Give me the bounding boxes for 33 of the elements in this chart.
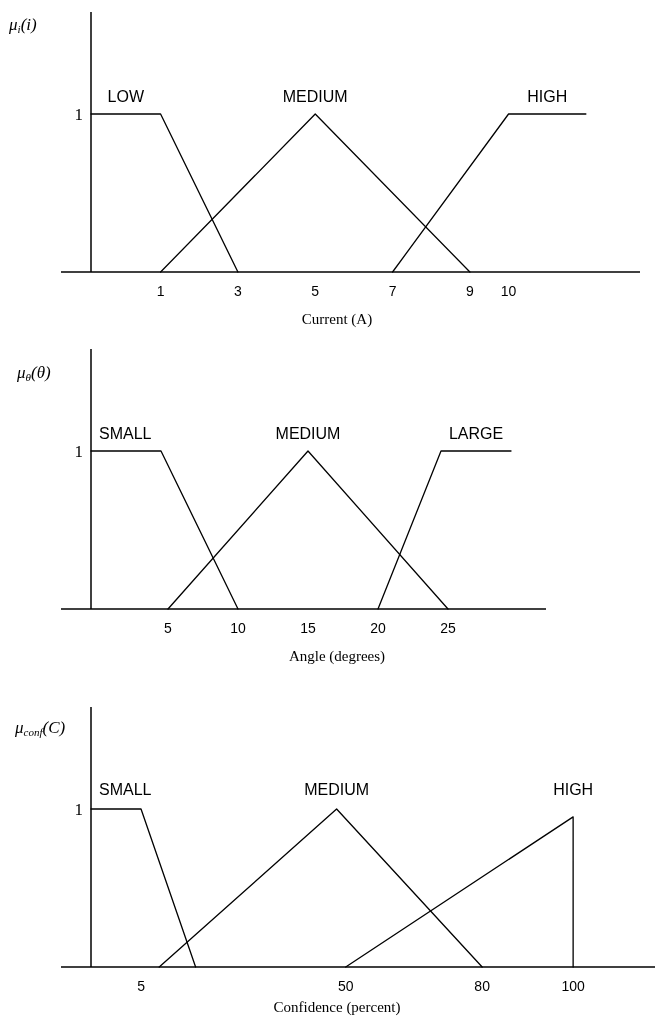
series-label: HIGH — [527, 88, 568, 105]
series-label: HIGH — [553, 781, 594, 798]
x-axis-title: Current (A) — [301, 311, 373, 328]
x-tick-label: 7 — [388, 283, 397, 299]
text: 1 — [74, 441, 83, 461]
x-tick-label: 20 — [370, 620, 386, 636]
x-axis-title: Angle (degrees) — [288, 648, 386, 665]
x-tick-label: 5 — [164, 620, 173, 636]
series-label: LOW — [107, 88, 145, 105]
text: 1 — [74, 799, 83, 819]
series-label: SMALL — [99, 425, 152, 442]
y-axis-title: μ$_{i}$(i) — [8, 15, 38, 35]
series-label: MEDIUM — [282, 88, 348, 105]
x-tick-label: 100 — [561, 978, 586, 994]
series-label: MEDIUM — [275, 425, 341, 442]
x-tick-label: 5 — [137, 978, 146, 994]
x-tick-label: 9 — [465, 283, 474, 299]
text: 1 — [74, 104, 83, 124]
x-tick-label: 80 — [474, 978, 491, 994]
x-axis-title: Confidence (percent) — [273, 999, 401, 1016]
x-tick-label: 1 — [156, 283, 165, 299]
series-label: MEDIUM — [304, 781, 370, 798]
series-label: SMALL — [99, 781, 152, 798]
y-axis-title: μ$_{θ}$(θ) — [16, 363, 51, 383]
x-tick-label: 25 — [440, 620, 456, 636]
x-tick-label: 15 — [300, 620, 316, 636]
x-tick-label: 10 — [500, 283, 517, 299]
x-tick-label: 3 — [234, 283, 243, 299]
series-label: LARGE — [448, 425, 504, 442]
y-axis-title: μ$_{conf}$(C) — [14, 718, 66, 738]
x-tick-label: 10 — [230, 620, 246, 636]
x-tick-label: 5 — [311, 283, 320, 299]
x-tick-label: 50 — [337, 978, 354, 994]
